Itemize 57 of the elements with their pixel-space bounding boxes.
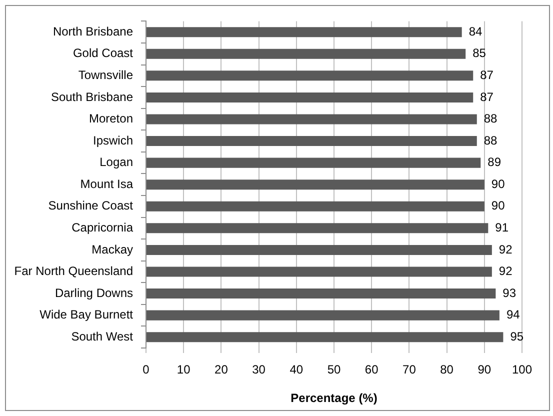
x-tick-label: 80 [440,362,454,377]
data-label: 89 [488,155,502,170]
y-tick-label: Logan [100,155,133,170]
x-tick-label: 90 [478,362,492,377]
bar [146,92,474,102]
bar [146,70,474,81]
y-tick-label: Mount Isa [80,176,134,191]
y-tick-label: North Brisbane [52,24,134,38]
bar [146,244,492,255]
data-label: 92 [498,242,513,256]
x-tick-label: 30 [252,362,266,377]
y-tick-label: South Brisbane [50,90,134,104]
data-label: 88 [484,112,498,126]
y-tick-label: Townsville [78,68,134,82]
y-tick-label: Capricornia [72,220,134,234]
x-tick-label: 60 [364,362,379,377]
x-tick-label: 40 [290,362,304,377]
x-tick-label: 0 [142,362,150,377]
y-tick-label: Darling Downs [54,286,133,300]
y-tick-label: Sunshine Coast [48,198,134,213]
x-tick-label: 100 [512,362,532,377]
y-tick-label: South West [71,329,134,344]
data-label: 92 [498,264,513,278]
bar [146,114,477,124]
y-tick-label: Wide Bay Burnett [40,308,134,322]
y-tick-label: Moreton [88,112,133,126]
y-tick-label: Mackay [92,242,133,256]
bar [146,136,477,146]
x-tick-label: 10 [176,362,191,377]
x-tick-label: 20 [214,362,228,377]
data-label: 88 [484,133,498,148]
data-label: 95 [510,329,524,344]
bar [146,201,484,212]
data-label: 90 [491,198,506,213]
bar [146,48,466,59]
data-label: 91 [495,220,509,234]
bar [146,180,484,190]
bar [146,332,504,342]
bar [146,288,496,299]
bar [146,27,462,38]
y-tick-label: Far North Queensland [14,264,133,278]
y-tick-label: Gold Coast [72,46,134,60]
data-label: 90 [491,176,506,191]
bar [146,223,488,234]
data-label: 87 [480,90,494,104]
data-label: 84 [468,24,483,38]
bar [146,266,492,277]
x-tick-label: 70 [402,362,416,377]
bar [146,310,500,320]
bar [146,158,481,168]
data-label: 85 [472,46,486,60]
y-tick-label: Ipswich [92,133,133,148]
data-label: 94 [506,308,520,322]
x-axis-title: Percentage (%) [290,391,378,406]
x-tick-label: 50 [327,362,341,377]
data-label: 93 [502,286,516,300]
data-label: 87 [480,68,494,82]
